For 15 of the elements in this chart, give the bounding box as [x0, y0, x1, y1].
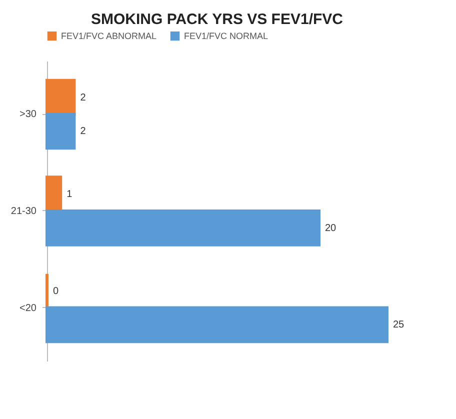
data-label: 1 [66, 189, 73, 200]
data-label: 2 [80, 126, 86, 138]
y-tick-label: <20 [20, 302, 37, 314]
legend-label: FEV1/FVC ABNORMAL [61, 31, 157, 42]
y-tick-label: >30 [20, 109, 37, 120]
data-label: 20 [325, 222, 337, 234]
data-label: 0 [53, 286, 59, 297]
bar [46, 112, 76, 150]
data-label: 25 [393, 320, 405, 331]
chart-title: SMOKING PACK YRS VS FEV1/FVC [91, 11, 344, 28]
legend-label: FEV1/FVC NORMAL [184, 31, 268, 42]
bar [46, 306, 388, 344]
data-label: 2 [80, 92, 86, 104]
bar [46, 210, 320, 246]
y-tick-label: 21-30 [10, 206, 37, 217]
